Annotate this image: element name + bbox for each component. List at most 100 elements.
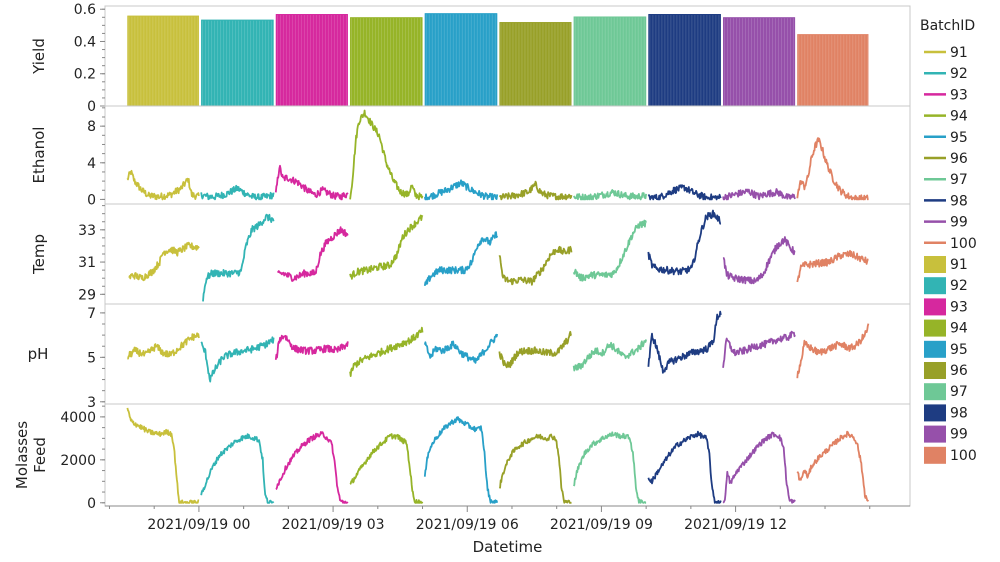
legend-box-swatch xyxy=(924,298,946,316)
y-axis-title: pH xyxy=(28,345,49,363)
panel-frame xyxy=(104,203,911,305)
series-line-batch-98 xyxy=(647,184,722,201)
legend-line-label: 97 xyxy=(950,172,968,188)
y-tick-label: 29 xyxy=(78,287,96,303)
legend: BatchID 91 92 93 94 95 96 97 98 99 100 91 92 93 94 95 96… xyxy=(920,18,977,464)
legend-box-label: 91 xyxy=(950,257,968,273)
legend-box-item: 98 xyxy=(924,404,968,422)
legend-box-item: 96 xyxy=(924,362,968,379)
bar-batch-95 xyxy=(424,13,498,106)
x-axis: 2021/09/19 00 2021/09/19 03 2021/09/19 06 2… xyxy=(105,505,910,556)
series-line-batch-91 xyxy=(128,241,200,282)
panel-molasses-feed: 0 2000 4000 MolassesFeed xyxy=(13,403,911,512)
series-line-batch-100 xyxy=(796,323,870,379)
bar-batch-93 xyxy=(275,14,348,107)
legend-box-swatch xyxy=(924,425,946,443)
legend-line-item: 94 xyxy=(924,109,968,125)
legend-line-label: 93 xyxy=(950,87,968,103)
legend-box-label: 98 xyxy=(950,405,968,421)
series-line-batch-97 xyxy=(572,219,647,282)
bar-batch-97 xyxy=(573,16,647,106)
bar-fill xyxy=(201,19,274,106)
legend-line-label: 95 xyxy=(950,130,968,146)
bar-batch-96 xyxy=(499,22,572,107)
legend-line-label: 99 xyxy=(950,215,968,231)
y-tick-label: 5 xyxy=(87,350,96,366)
series-line-batch-97 xyxy=(572,189,647,201)
legend-line-label: 100 xyxy=(950,236,977,252)
y-tick-label: 3 xyxy=(87,395,96,411)
series-line-batch-94 xyxy=(349,326,424,378)
legend-line-label: 96 xyxy=(950,151,968,167)
legend-line-label: 91 xyxy=(950,45,968,61)
series-line-batch-99 xyxy=(722,431,796,504)
panel-frame xyxy=(104,403,911,507)
series-line-batch-92 xyxy=(202,213,275,302)
legend-box-item: 100 xyxy=(924,446,977,464)
series-line-batch-96 xyxy=(498,245,573,286)
y-tick-label: 7 xyxy=(87,306,96,322)
legend-line-label: 94 xyxy=(950,109,968,125)
legend-box-item: 95 xyxy=(924,340,968,358)
series-line-batch-94 xyxy=(349,433,424,504)
bar-fill xyxy=(797,34,869,106)
series-line-batch-96 xyxy=(498,433,572,504)
legend-box-swatch xyxy=(924,319,946,337)
series-line-batch-92 xyxy=(200,184,275,201)
y-tick-label: 0.2 xyxy=(74,67,96,83)
legend-box-item: 93 xyxy=(924,298,968,316)
panel-ph: 3 5 7 pH xyxy=(28,303,911,411)
legend-box-label: 97 xyxy=(950,384,968,400)
legend-box-swatch xyxy=(924,383,946,401)
legend-line-item: 96 xyxy=(924,151,968,167)
y-axis-title: Yield xyxy=(30,38,48,75)
legend-line-item: 99 xyxy=(924,215,968,231)
y-axis-title-line: Feed xyxy=(31,437,49,473)
x-tick-label: 2021/09/19 00 xyxy=(147,517,250,533)
legend-box-swatch xyxy=(924,277,946,295)
x-axis-title: Datetime xyxy=(473,538,543,556)
legend-line-item: 91 xyxy=(924,45,968,61)
y-axis-title-line: Molasses xyxy=(13,421,31,489)
legend-box-label: 92 xyxy=(950,278,968,294)
legend-box-label: 93 xyxy=(950,299,968,315)
y-axis-title: MolassesFeed xyxy=(13,421,49,489)
legend-box-swatch xyxy=(924,340,946,358)
legend-box-item: 91 xyxy=(924,256,968,273)
bar-batch-99 xyxy=(723,17,796,107)
x-tick-label: 2021/09/19 09 xyxy=(550,517,653,533)
legend-line-item: 92 xyxy=(924,66,968,82)
series-line-batch-95 xyxy=(423,231,499,287)
series-line-batch-92 xyxy=(200,336,275,383)
series-line-batch-100 xyxy=(796,137,869,201)
legend-box-label: 99 xyxy=(950,427,968,443)
y-axis-title: Ethanol xyxy=(30,127,48,184)
series-line-batch-91 xyxy=(126,407,200,504)
legend-box-label: 96 xyxy=(950,363,968,379)
series-line-batch-99 xyxy=(722,236,796,285)
series-line-batch-94 xyxy=(349,109,424,201)
y-tick-label: 0 xyxy=(87,496,96,512)
series-line-batch-94 xyxy=(349,214,424,280)
bar-fill xyxy=(350,17,423,107)
y-tick-label: 0 xyxy=(87,192,96,208)
y-axis-yield: 0 0.2 0.4 0.6 xyxy=(74,2,105,115)
y-axis-ethanol: 0 4 8 xyxy=(87,107,105,208)
series-line-batch-93 xyxy=(276,226,349,282)
series-line-batch-95 xyxy=(423,333,499,364)
y-tick-label: 2000 xyxy=(60,453,96,469)
y-tick-label: 0.4 xyxy=(74,34,96,50)
series-line-batch-91 xyxy=(126,169,200,201)
panel-ethanol: 0 4 8 Ethanol xyxy=(30,105,911,208)
bar-batch-91 xyxy=(127,15,199,106)
legend-box-item: 92 xyxy=(924,277,968,295)
y-tick-label: 0 xyxy=(87,99,96,115)
x-tick-label: 2021/09/19 06 xyxy=(416,517,519,533)
series-line-batch-96 xyxy=(498,330,572,369)
y-axis-title: Temp xyxy=(30,234,48,275)
series-line-batch-95 xyxy=(423,416,499,504)
series-line-batch-93 xyxy=(275,431,349,504)
bar-fill xyxy=(723,17,796,107)
legend-box-swatch xyxy=(924,404,946,422)
